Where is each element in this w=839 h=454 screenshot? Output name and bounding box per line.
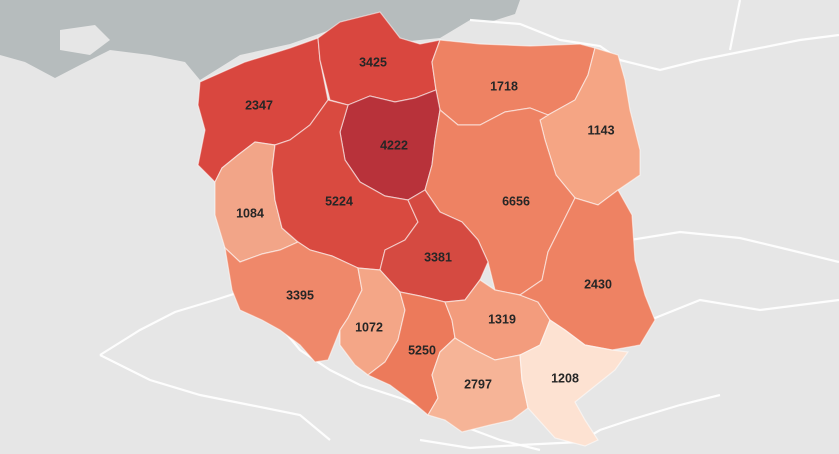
value-label-swietokrzyskie: 1319 (488, 312, 516, 326)
border-lithuania (619, 33, 839, 72)
value-label-malopolskie: 2797 (464, 377, 492, 391)
border-belarus (629, 230, 839, 264)
region-lubelskie[interactable] (518, 189, 656, 351)
border-czech-austria (99, 354, 331, 441)
border-latvia (728, 0, 742, 51)
value-label-dolnoslaskie: 3395 (286, 288, 314, 302)
border-kaliningrad (469, 18, 621, 61)
value-label-slaskie: 5250 (408, 343, 436, 357)
island-bornholm (60, 25, 110, 55)
baltic-sea-east (470, 0, 520, 22)
region-malopolskie[interactable] (427, 337, 529, 433)
value-label-lodzkie: 3381 (424, 250, 452, 264)
value-label-pomorskie: 3425 (359, 55, 387, 69)
value-label-mazowieckie: 6656 (502, 194, 530, 208)
value-label-podlaskie: 1143 (587, 123, 614, 137)
value-label-kujawsko-pomorskie: 4222 (380, 138, 408, 152)
value-label-opolskie: 1072 (355, 320, 383, 334)
value-label-lubuskie: 1084 (236, 206, 264, 220)
value-label-podkarpackie: 1208 (551, 371, 579, 385)
value-label-zachodniopomorskie: 2347 (245, 98, 273, 112)
value-label-lubelskie: 2430 (584, 277, 612, 291)
value-label-warminsko-mazurskie: 1718 (490, 79, 518, 93)
region-podkarpackie[interactable] (519, 319, 630, 447)
border-ukraine (649, 298, 839, 322)
value-label-wielkopolskie: 5224 (325, 194, 353, 208)
